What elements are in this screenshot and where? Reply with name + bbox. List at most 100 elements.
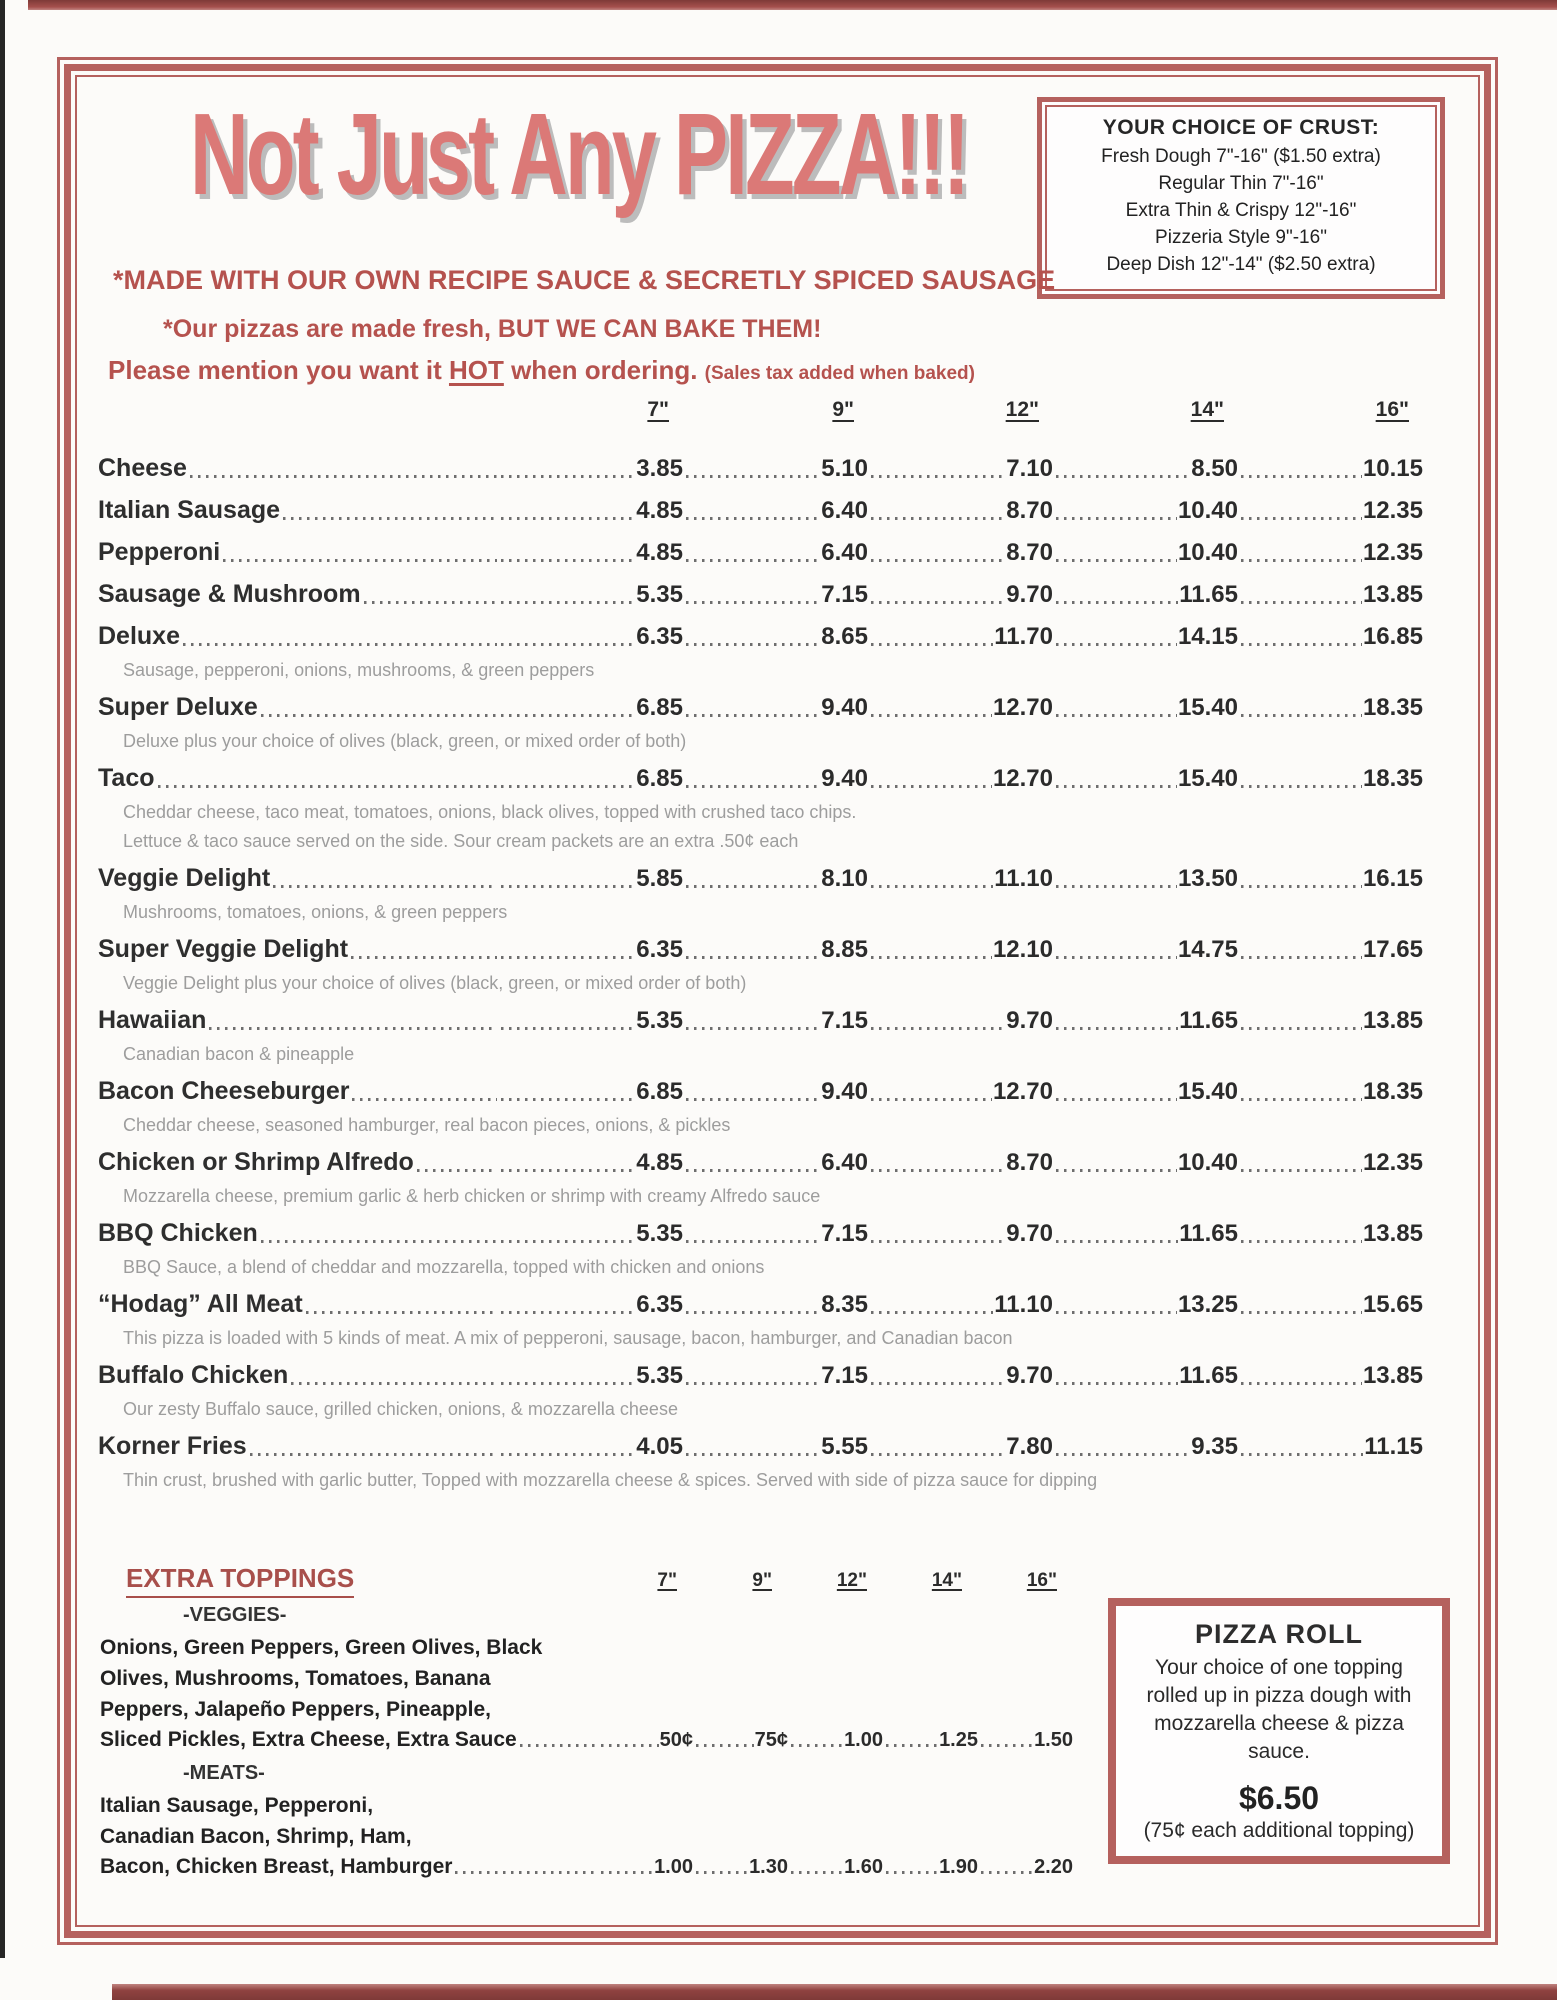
menu-item-row: Sausage & Mushroom 5.35 7.15 9.70 11.65 13.85 bbox=[78, 572, 1423, 614]
dot-leader bbox=[686, 1311, 821, 1314]
menu-item-price-cell: 15.40 bbox=[1053, 1069, 1238, 1111]
dot-leader bbox=[601, 1744, 659, 1747]
menu-item-price: 11.65 bbox=[1179, 581, 1238, 608]
menu-item-price: 9.70 bbox=[1006, 1007, 1053, 1034]
menu-item-price-cell: 7.15 bbox=[683, 572, 868, 614]
menu-item-price-cell: 14.75 bbox=[1053, 927, 1238, 969]
menu-item-price: 12.70 bbox=[992, 694, 1053, 721]
menu-item-row: Buffalo Chicken 5.35 7.15 9.70 11.65 13.85 bbox=[78, 1353, 1423, 1395]
dot-leader bbox=[1241, 1382, 1362, 1385]
menu-item-price: 4.05 bbox=[636, 1433, 683, 1460]
menu-item-price-cell: 6.35 bbox=[498, 927, 683, 969]
dot-leader bbox=[871, 643, 994, 646]
menu-item-price: 4.85 bbox=[636, 1149, 683, 1176]
dot-leader bbox=[686, 1453, 821, 1456]
dot-leader bbox=[1241, 517, 1362, 520]
toppings-price-cell: 1.60 bbox=[788, 1852, 883, 1883]
toppings-price: 2.20 bbox=[1034, 1856, 1073, 1878]
menu-item-price-cell: 9.35 bbox=[1053, 1424, 1238, 1466]
menu-item-name-cell: Italian Sausage bbox=[78, 488, 498, 530]
menu-item-price-cell: 12.70 bbox=[868, 1069, 1053, 1111]
menu-item-row: Deluxe 6.35 8.65 11.70 14.15 16.85 bbox=[78, 614, 1423, 656]
menu-item-price-cell: 18.35 bbox=[1238, 756, 1423, 798]
menu-item-price: 18.35 bbox=[1362, 694, 1423, 721]
dot-leader bbox=[601, 1871, 654, 1874]
veggies-list: Onions, Green Peppers, Green Olives, Bla… bbox=[78, 1632, 1073, 1725]
dot-leader bbox=[1241, 1240, 1362, 1243]
menu-item-price: 8.85 bbox=[821, 936, 868, 963]
menu-item-description: Deluxe plus your choice of olives (black… bbox=[123, 731, 687, 751]
dot-leader bbox=[260, 1240, 497, 1243]
menu-item-price-cell: 6.35 bbox=[498, 1282, 683, 1324]
menu-item-name: Super Veggie Delight bbox=[98, 935, 349, 963]
dot-leader bbox=[981, 1871, 1034, 1874]
menu-item-price: 7.10 bbox=[1006, 455, 1053, 482]
menu-item-price: 9.40 bbox=[821, 694, 868, 721]
menu-item-price-cell: 6.85 bbox=[498, 1069, 683, 1111]
menu-item-price-cell: 8.70 bbox=[868, 1140, 1053, 1182]
menu-item-price-cell: 6.85 bbox=[498, 685, 683, 727]
dot-leader bbox=[501, 1240, 636, 1243]
dot-leader bbox=[1056, 1382, 1179, 1385]
menu-item-name: Korner Fries bbox=[98, 1432, 247, 1460]
menu-item-price: 16.85 bbox=[1362, 623, 1423, 650]
menu-item-price: 10.40 bbox=[1177, 1149, 1238, 1176]
dot-leader bbox=[1241, 559, 1362, 562]
dot-leader bbox=[501, 643, 636, 646]
veggies-price-row: Sliced Pickles, Extra Cheese, Extra Sauc… bbox=[78, 1725, 1073, 1756]
tagline-recipe-sauce: *MADE WITH OUR OWN RECIPE SAUCE & SECRET… bbox=[113, 265, 1056, 295]
menu-item-name-cell: Cheese bbox=[78, 446, 498, 488]
menu-item-price-cell: 4.05 bbox=[498, 1424, 683, 1466]
menu-item-price: 13.25 bbox=[1177, 1291, 1238, 1318]
menu-item-price-cell: 13.25 bbox=[1053, 1282, 1238, 1324]
dot-leader bbox=[1056, 1098, 1177, 1101]
menu-item-row: Taco 6.85 9.40 12.70 15.40 18.35 bbox=[78, 756, 1423, 798]
veggies-price-line-text: Sliced Pickles, Extra Cheese, Extra Sauc… bbox=[100, 1728, 517, 1751]
menu-item-description: Cheddar cheese, seasoned hamburger, real… bbox=[123, 1115, 731, 1135]
menu-item-price: 11.10 bbox=[994, 865, 1053, 892]
menu-item-price: 15.40 bbox=[1177, 694, 1238, 721]
dot-leader bbox=[871, 559, 1006, 562]
menu-item-price: 16.15 bbox=[1362, 865, 1423, 892]
dot-leader bbox=[249, 1453, 497, 1456]
menu-item-price: 6.85 bbox=[636, 765, 683, 792]
dot-leader bbox=[363, 601, 497, 604]
size-header-label: 14" bbox=[1190, 398, 1224, 421]
menu-item-price-cell: 5.35 bbox=[498, 1211, 683, 1253]
tagline-hot-suffix: when ordering. bbox=[503, 355, 705, 385]
menu-item-price-cell: 12.10 bbox=[868, 927, 1053, 969]
menu-item-price: 5.35 bbox=[636, 581, 683, 608]
toppings-price-cell: 50¢ bbox=[598, 1725, 693, 1756]
menu-item-price: 11.65 bbox=[1179, 1007, 1238, 1034]
dot-leader bbox=[416, 1169, 497, 1172]
menu-item-description: Thin crust, brushed with garlic butter, … bbox=[123, 1470, 1098, 1490]
menu-item-price-cell: 8.65 bbox=[683, 614, 868, 656]
menu-item-price: 13.85 bbox=[1362, 1362, 1423, 1389]
dot-leader bbox=[1241, 714, 1362, 717]
menu-item-price: 6.85 bbox=[636, 694, 683, 721]
menu-item-price: 14.15 bbox=[1177, 623, 1238, 650]
pizza-price-table: 7" 9" 12" 14" 16" Cheese 3.85 5.10 7.10 8.50 10.1… bbox=[78, 398, 1423, 1495]
menu-item-row: Pepperoni 4.85 6.40 8.70 10.40 12.35 bbox=[78, 530, 1423, 572]
dot-leader bbox=[696, 1744, 754, 1747]
menu-item-price-cell: 11.10 bbox=[868, 1282, 1053, 1324]
menu-item-price-cell: 11.70 bbox=[868, 614, 1053, 656]
dot-leader bbox=[501, 1311, 636, 1314]
menu-item-price-cell: 3.85 bbox=[498, 446, 683, 488]
crust-option: Regular Thin 7"-16" bbox=[1158, 173, 1324, 194]
menu-item-price-cell: 5.10 bbox=[683, 446, 868, 488]
menu-item-name: Cheese bbox=[98, 454, 187, 482]
dot-leader bbox=[1241, 1311, 1362, 1314]
menu-item-name: Italian Sausage bbox=[98, 496, 281, 524]
extra-toppings-heading: EXTRA TOPPINGS bbox=[126, 1563, 355, 1598]
menu-item-price: 10.40 bbox=[1177, 497, 1238, 524]
menu-item-price: 7.80 bbox=[1006, 1433, 1053, 1460]
toppings-price-cell: 1.90 bbox=[883, 1852, 978, 1883]
dot-leader bbox=[352, 1098, 497, 1101]
dot-leader bbox=[871, 785, 992, 788]
menu-item-price: 12.35 bbox=[1362, 497, 1423, 524]
menu-item-description: Sausage, pepperoni, onions, mushrooms, &… bbox=[123, 660, 595, 680]
menu-item-price: 8.70 bbox=[1006, 1149, 1053, 1176]
menu-item-price-cell: 11.15 bbox=[1238, 1424, 1423, 1466]
menu-item-price: 9.35 bbox=[1191, 1433, 1238, 1460]
